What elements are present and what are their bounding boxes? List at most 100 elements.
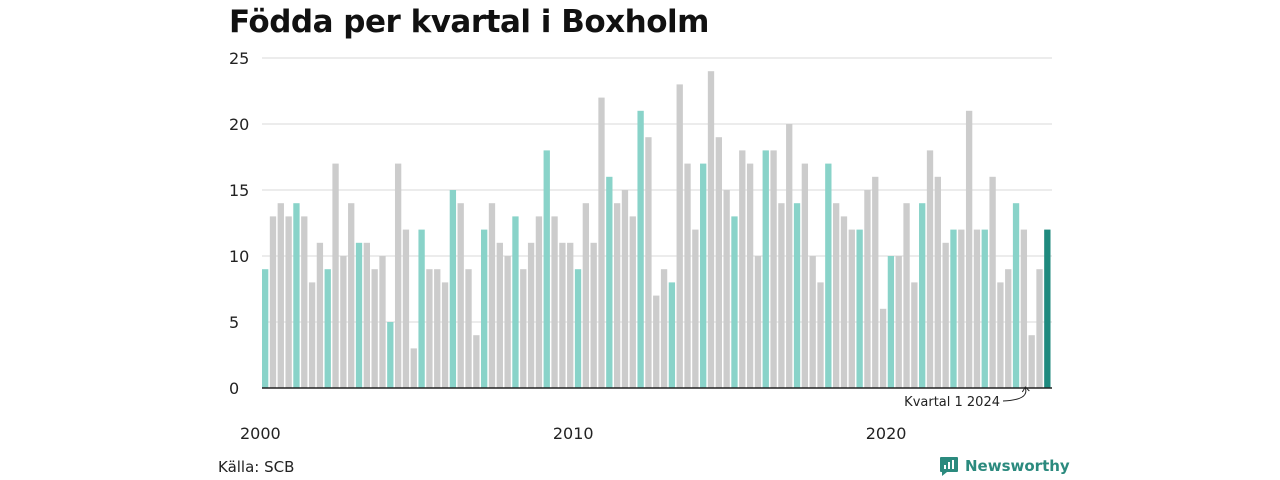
bar <box>269 216 277 388</box>
bar <box>793 203 801 388</box>
bar <box>684 163 691 388</box>
bar <box>840 216 848 388</box>
y-tick-label: 25 <box>229 49 249 68</box>
bar <box>504 256 511 388</box>
bar <box>707 71 715 388</box>
bar <box>629 216 636 388</box>
bar <box>692 229 699 388</box>
annotation-arrow <box>1002 387 1027 402</box>
bar <box>520 269 527 388</box>
bar <box>1028 335 1035 388</box>
bar <box>324 269 331 388</box>
bar <box>809 256 816 388</box>
bar <box>496 242 503 388</box>
bar <box>527 242 535 388</box>
bar <box>371 269 378 388</box>
bar <box>770 150 777 388</box>
bar <box>465 269 472 388</box>
bar <box>418 229 425 388</box>
bar <box>919 203 926 388</box>
bar <box>731 216 738 388</box>
y-tick-label: 0 <box>229 379 239 398</box>
bar <box>676 84 683 389</box>
bar <box>637 110 644 389</box>
bar <box>434 269 441 388</box>
bar <box>942 242 949 388</box>
bar <box>535 216 543 388</box>
annotation-arrowhead <box>1021 386 1030 393</box>
y-tick-label: 15 <box>229 181 249 200</box>
bar <box>473 335 480 388</box>
bar <box>426 269 433 388</box>
bar <box>715 137 722 388</box>
bar <box>567 242 574 388</box>
bar <box>387 322 394 388</box>
bar <box>856 229 863 388</box>
bar <box>481 229 488 388</box>
bar <box>316 242 324 388</box>
y-tick-label: 20 <box>229 115 249 134</box>
chart-title: Födda per kvartal i Boxholm <box>229 4 709 40</box>
bar <box>1005 269 1012 388</box>
bar <box>457 203 464 388</box>
bar <box>668 282 676 388</box>
bar <box>997 282 1004 388</box>
bar <box>817 282 824 388</box>
bar <box>903 203 910 388</box>
bar <box>613 203 621 388</box>
bar <box>989 176 996 388</box>
bar <box>488 203 496 388</box>
bar <box>934 176 941 388</box>
bar <box>653 295 660 388</box>
bar <box>410 348 417 388</box>
brand-logo: Newsworthy <box>939 455 1070 477</box>
y-tick-label: 5 <box>229 313 239 332</box>
bar <box>394 163 402 388</box>
bar <box>848 229 855 388</box>
bar <box>1036 269 1043 388</box>
bar <box>801 163 809 388</box>
bar <box>332 163 339 388</box>
bar <box>355 242 363 388</box>
y-axis-ticks: 0 5 10 15 20 25 <box>229 49 249 398</box>
bar <box>762 150 769 388</box>
bar <box>739 150 746 388</box>
bar <box>645 137 652 388</box>
bar <box>895 256 902 388</box>
bar <box>958 229 965 388</box>
bar <box>965 110 973 389</box>
bar <box>363 242 370 388</box>
bar <box>911 282 918 388</box>
bar <box>590 242 597 388</box>
bar <box>1020 229 1028 388</box>
bar <box>950 229 957 388</box>
bar <box>293 203 300 388</box>
bar <box>887 256 895 388</box>
x-axis-ticks: 2000 2010 2020 <box>240 424 906 443</box>
bar <box>574 269 582 388</box>
bar <box>559 242 566 388</box>
y-tick-label: 10 <box>229 247 249 266</box>
brand-name: Newsworthy <box>965 457 1070 475</box>
annotation-label: Kvartal 1 2024 <box>904 395 1000 410</box>
bar <box>449 190 457 388</box>
x-tick-label: 2020 <box>866 424 907 443</box>
bar <box>277 203 284 388</box>
bar <box>301 216 308 388</box>
bar <box>723 190 730 388</box>
newsworthy-logo-icon <box>940 456 958 476</box>
bar <box>598 97 605 388</box>
bar <box>340 256 347 388</box>
bar <box>348 203 355 388</box>
bar <box>879 308 887 388</box>
bar <box>754 256 762 388</box>
bar <box>262 269 269 388</box>
bar <box>551 216 558 388</box>
bar <box>660 269 668 388</box>
bar <box>582 203 590 388</box>
bar <box>746 163 754 388</box>
bar <box>825 163 832 388</box>
x-tick-label: 2000 <box>240 424 281 443</box>
bar <box>872 176 879 388</box>
